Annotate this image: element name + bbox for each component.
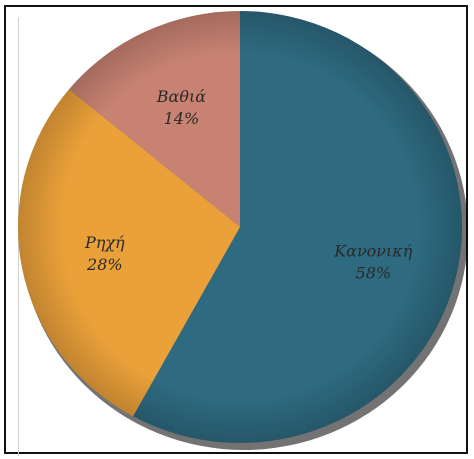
slice-label-1: Κανονική [333, 241, 413, 260]
slice-label-3: Βαθιά [156, 87, 206, 106]
slice-value-label-2: 28% [86, 255, 123, 274]
pie-shading [18, 11, 462, 443]
slice-value-label-3: 14% [164, 109, 200, 128]
slice-label-2: Ρηχή [84, 233, 125, 252]
pie-labels: Κανονική 58% Ρηχή 28% Βαθιά 14% [84, 87, 413, 282]
slice-value-label-1: 58% [356, 263, 392, 282]
